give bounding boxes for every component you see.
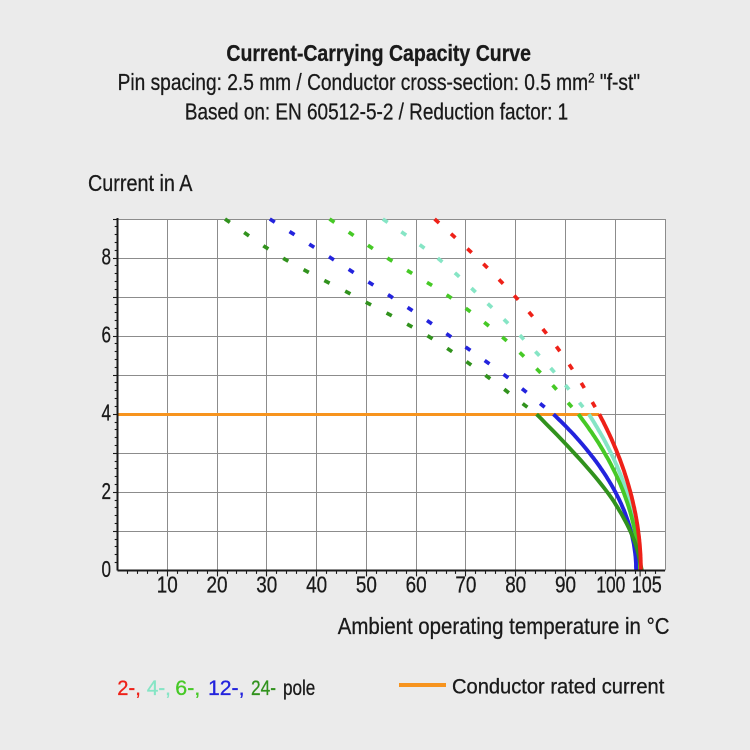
svg-text:Based on: EN 60512-5-2 / Reduc: Based on: EN 60512-5-2 / Reduction facto… [185,98,568,124]
svg-text:Current-Carrying Capacity Curv: Current-Carrying Capacity Curve [226,40,531,66]
svg-text:10: 10 [157,571,178,597]
svg-text:"f-st": "f-st" [595,69,641,95]
svg-text:60: 60 [406,571,427,597]
svg-text:0: 0 [102,556,112,582]
svg-text:6: 6 [102,322,112,348]
svg-text:50: 50 [356,571,377,597]
svg-text:Current in A: Current in A [88,170,193,196]
svg-text:105: 105 [632,571,662,597]
svg-text:2: 2 [588,70,595,86]
svg-text:40: 40 [306,571,327,597]
svg-text:2-,: 2-, [117,677,141,700]
svg-text:4-,: 4-, [147,677,171,700]
svg-text:90: 90 [555,571,576,597]
svg-text:70: 70 [455,571,476,597]
svg-text:20: 20 [207,571,228,597]
svg-text:Pin spacing: 2.5 mm / Conducto: Pin spacing: 2.5 mm / Conductor cross-se… [118,69,588,95]
svg-text:4: 4 [102,400,112,426]
svg-text:Ambient operating temperature: Ambient operating temperature in °C [338,613,670,639]
svg-text:12-,: 12-, [208,677,245,700]
svg-text:6-,: 6-, [175,677,200,700]
svg-text:80: 80 [505,571,526,597]
svg-text:100: 100 [596,571,625,597]
svg-text:8: 8 [102,244,112,270]
svg-text:2: 2 [102,478,112,504]
svg-text:24-: 24- [251,677,276,700]
svg-text:Conductor rated current: Conductor rated current [452,676,664,699]
svg-text:30: 30 [256,571,277,597]
svg-text:pole: pole [283,677,315,700]
